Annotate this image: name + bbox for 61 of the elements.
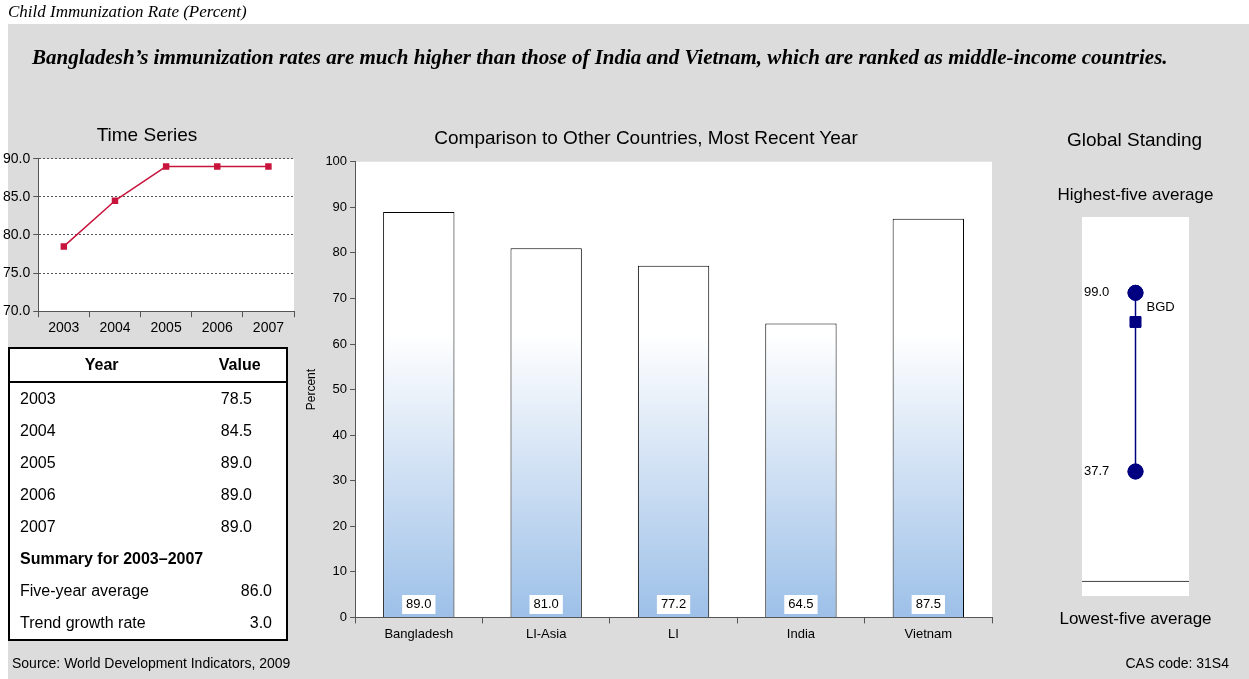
category-label: 2005 xyxy=(20,454,56,471)
text: Bangladesh’s immunization rates are much higher than those of India and Vietnam, which are ranked as middle-income countries. xyxy=(32,44,1169,70)
category-label: 2004 xyxy=(20,422,56,439)
category-label: 2007 xyxy=(20,518,56,535)
data-label: 87.5 xyxy=(915,596,941,612)
y-tick-label: 99.0 xyxy=(1084,284,1110,300)
x-tick-label: LI-Asia xyxy=(525,625,568,641)
x-tick-label: Bangladesh xyxy=(384,625,454,641)
text: Summary for 2003–2007 xyxy=(19,549,205,569)
x-tick-label: India xyxy=(786,625,816,641)
text: 84.5 xyxy=(219,421,253,441)
y-tick-label: 10 xyxy=(332,563,348,579)
y-tick-label: 75.0 xyxy=(3,263,31,280)
y-tick-label: 40 xyxy=(332,426,348,442)
y-axis-title: Percent xyxy=(303,368,318,411)
text: CAS code: 31S4 xyxy=(1125,655,1229,671)
category-label: 2006 xyxy=(20,486,56,503)
y-tick-label: 0 xyxy=(339,608,348,624)
chart-title: Global Standing xyxy=(1066,129,1203,151)
y-tick-label: 80 xyxy=(332,244,348,260)
data-label: 89.0 xyxy=(406,596,432,612)
text: Year xyxy=(83,355,120,375)
text: Highest-five average xyxy=(1057,184,1214,204)
text: Five-year average xyxy=(19,581,150,601)
y-tick-label: 50 xyxy=(332,381,348,397)
x-tick-label: 2003 xyxy=(48,319,80,336)
y-tick-label: 30 xyxy=(332,472,348,488)
x-tick-label: 2004 xyxy=(99,319,131,336)
y-tick-label: 85.0 xyxy=(3,187,31,204)
category-label: 2003 xyxy=(20,390,56,407)
y-tick-label: 90.0 xyxy=(3,149,31,166)
y-tick-label: 60 xyxy=(332,335,348,351)
text: Value xyxy=(217,355,262,375)
x-tick-label: 2005 xyxy=(150,319,182,336)
text: Lowest-five average xyxy=(1059,608,1212,628)
y-tick-label: 90 xyxy=(332,198,348,214)
x-tick-label: LI xyxy=(668,625,679,641)
y-tick-label: 100 xyxy=(325,153,348,169)
text: 89.0 xyxy=(219,485,253,505)
x-tick-label: 2007 xyxy=(252,319,285,336)
chart-title: Time Series xyxy=(96,123,198,145)
y-tick-label: 37.7 xyxy=(1084,463,1110,479)
data-label: 81.0 xyxy=(533,596,559,612)
text: Child Immunization Rate (Percent) xyxy=(8,2,247,22)
y-tick-label: 70.0 xyxy=(3,302,31,319)
text: 89.0 xyxy=(219,453,253,473)
text: 89.0 xyxy=(219,517,253,537)
series-label: BGD xyxy=(1146,298,1175,314)
y-tick-label: 20 xyxy=(332,517,348,533)
source-note: Source: World Development Indicators, 2009 xyxy=(12,655,291,671)
data-label: 64.5 xyxy=(788,596,814,612)
data-label: 77.2 xyxy=(660,596,687,612)
text: 3.0 xyxy=(248,613,273,633)
text: 86.0 xyxy=(239,581,273,601)
chart-title: Comparison to Other Countries, Most Recent Year xyxy=(434,126,859,148)
x-tick-label: Vietnam xyxy=(904,625,953,641)
text: Trend growth rate xyxy=(19,613,147,633)
text: 78.5 xyxy=(219,389,253,409)
y-tick-label: 80.0 xyxy=(3,225,31,242)
x-tick-label: 2006 xyxy=(201,319,234,336)
y-tick-label: 70 xyxy=(332,290,348,306)
